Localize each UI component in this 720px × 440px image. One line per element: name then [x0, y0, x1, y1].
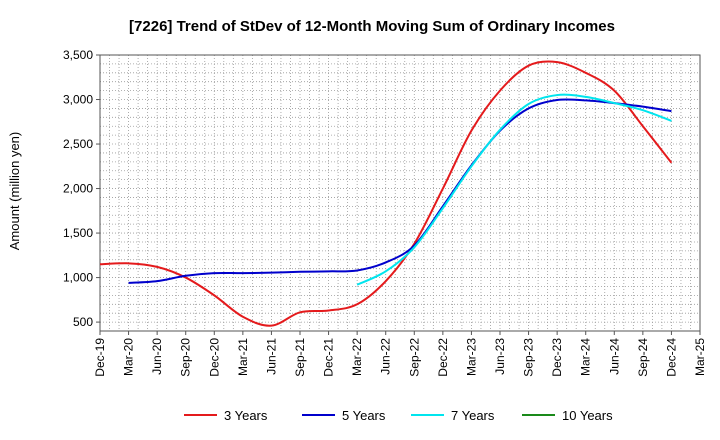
x-tick-label: Sep-20: [179, 338, 193, 377]
legend-label: 10 Years: [562, 408, 613, 423]
legend-label: 5 Years: [342, 408, 386, 423]
x-tick-label: Sep-21: [293, 338, 307, 377]
x-tick-label: Dec-24: [664, 338, 678, 377]
x-tick-label: Sep-22: [407, 338, 421, 377]
y-tick-label: 2,000: [63, 182, 93, 196]
y-tick-label: 3,000: [63, 93, 93, 107]
x-tick-label: Jun-24: [607, 338, 621, 375]
grid: [100, 55, 700, 331]
series-line-7-years: [356, 93, 672, 286]
x-tick-label: Jun-22: [379, 338, 393, 375]
x-tick-label: Dec-22: [436, 338, 450, 377]
x-tick-label: Mar-23: [464, 338, 478, 376]
x-tick-label: Mar-21: [236, 338, 250, 376]
y-tick-label: 500: [73, 315, 93, 329]
y-tick-label: 3,500: [63, 48, 93, 62]
y-tick-label: 1,500: [63, 226, 93, 240]
x-tick-label: Dec-21: [322, 338, 336, 377]
legend-label: 7 Years: [451, 408, 495, 423]
y-axis-label: Amount (million yen): [7, 132, 22, 251]
x-tick-label: Jun-20: [150, 338, 164, 375]
x-tick-label: Sep-24: [636, 338, 650, 377]
y-tick-label: 1,000: [63, 271, 93, 285]
series-line-5-years: [128, 98, 672, 284]
legend-label: 3 Years: [224, 408, 268, 423]
series-line-3-years: [99, 60, 673, 327]
series-group: [99, 60, 673, 327]
x-tick-label: Dec-20: [207, 338, 221, 377]
x-tick-label: Mar-25: [693, 338, 707, 376]
x-tick-label: Mar-22: [350, 338, 364, 376]
x-tick-label: Dec-19: [93, 338, 107, 377]
y-tick-label: 2,500: [63, 137, 93, 151]
x-tick-label: Jun-23: [493, 338, 507, 375]
x-tick-label: Mar-20: [122, 338, 136, 376]
legend: 3 Years 5 Years 7 Years 10 Years: [184, 408, 613, 423]
x-axis: Dec-19 Mar-20 Jun-20 Sep-20 Dec-20 Mar-21 Jun-…: [93, 331, 707, 377]
plot-frame: [99, 54, 701, 332]
x-tick-label: Dec-23: [550, 338, 564, 377]
chart-title: [7226] Trend of StDev of 12-Month Moving…: [129, 18, 615, 35]
x-tick-label: Jun-21: [264, 338, 278, 375]
y-axis: 500 1,000 1,500 2,000 2,500 3,000 3,500: [63, 48, 100, 329]
x-tick-label: Sep-23: [522, 338, 536, 377]
x-tick-label: Mar-24: [579, 338, 593, 376]
